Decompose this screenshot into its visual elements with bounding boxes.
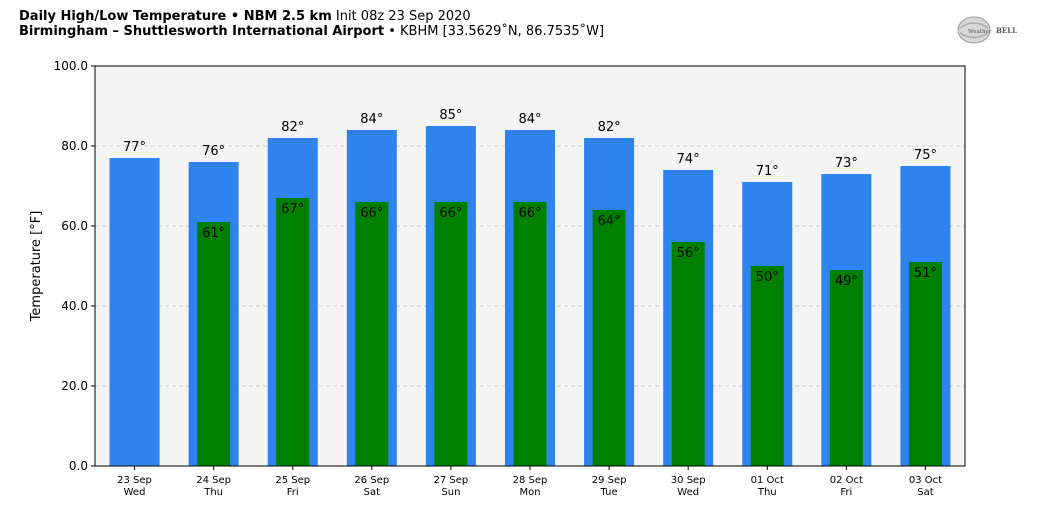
x-tick-date: 30 Sep	[671, 475, 706, 486]
x-tick-day: Sat	[364, 487, 380, 498]
low-temp-bar	[355, 202, 389, 466]
x-tick-day: Sat	[917, 487, 933, 498]
low-temp-bar	[671, 242, 705, 466]
high-temp-label: 71°	[756, 164, 779, 179]
x-tick-day: Fri	[287, 487, 299, 498]
high-temp-label: 74°	[677, 152, 700, 167]
x-tick-day: Fri	[840, 487, 852, 498]
high-temp-label: 84°	[360, 112, 383, 127]
chart-title: Daily High/Low Temperature • NBM 2.5 km	[19, 9, 332, 24]
chart-header: Daily High/Low Temperature • NBM 2.5 km …	[19, 9, 604, 39]
y-tick-label: 80.0	[61, 139, 88, 153]
init-time: Init 08z 23 Sep 2020	[335, 9, 471, 24]
weatherbell-logo: Weather BELL	[956, 14, 1018, 46]
bars	[109, 126, 951, 466]
low-temp-bar	[276, 198, 310, 466]
high-temp-label: 75°	[914, 148, 937, 163]
logo-text-weather: Weather	[968, 29, 992, 35]
low-temp-bar	[434, 202, 468, 466]
x-tick-day: Tue	[600, 487, 618, 498]
x-tick-date: 23 Sep	[117, 475, 152, 486]
low-temp-label: 67°	[281, 202, 304, 217]
low-temp-label: 61°	[202, 226, 225, 241]
high-temp-label: 77°	[123, 140, 146, 155]
low-temp-label: 66°	[439, 206, 462, 221]
x-tick-day: Wed	[677, 487, 699, 498]
low-temp-label: 51°	[914, 266, 937, 281]
high-temp-label: 85°	[439, 108, 462, 123]
x-tick-day: Thu	[757, 487, 777, 498]
low-temp-bar	[592, 210, 626, 466]
x-tick-date: 28 Sep	[513, 475, 548, 486]
high-temp-label: 84°	[518, 112, 541, 127]
low-temp-label: 56°	[677, 246, 700, 261]
y-tick-label: 20.0	[61, 379, 88, 393]
title-line-1: Daily High/Low Temperature • NBM 2.5 km …	[19, 9, 604, 24]
high-temp-label: 73°	[835, 156, 858, 171]
x-tick-date: 24 Sep	[196, 475, 231, 486]
high-temp-bar	[109, 158, 160, 466]
low-temp-bar	[197, 222, 231, 466]
low-temp-label: 66°	[360, 206, 383, 221]
logo-text-bell: BELL	[996, 26, 1017, 35]
high-temp-label: 76°	[202, 144, 225, 159]
y-axis: 0.0 20.0 40.0 60.0 80.0 100.0	[54, 59, 95, 473]
station-info: • KBHM [33.5629˚N, 86.7535˚W]	[388, 24, 605, 39]
low-temp-label: 64°	[598, 214, 621, 229]
weatherbell-logo-mark: Weather BELL	[957, 16, 1017, 44]
low-temp-bar	[829, 270, 863, 466]
x-tick-day: Mon	[519, 487, 540, 498]
x-tick-date: 26 Sep	[354, 475, 389, 486]
x-tick-date: 27 Sep	[434, 475, 469, 486]
high-temp-label: 82°	[598, 120, 621, 135]
y-tick-label: 100.0	[54, 59, 88, 73]
low-temp-label: 66°	[518, 206, 541, 221]
low-temp-label: 49°	[835, 274, 858, 289]
x-tick-day: Sun	[441, 487, 460, 498]
x-tick-date: 29 Sep	[592, 475, 627, 486]
low-temp-bar	[908, 262, 942, 466]
x-tick-date: 03 Oct	[909, 475, 942, 486]
y-tick-label: 60.0	[61, 219, 88, 233]
high-temp-label: 82°	[281, 120, 304, 135]
title-line-2: Birmingham – Shuttlesworth International…	[19, 24, 604, 39]
x-tick-day: Wed	[124, 487, 146, 498]
y-tick-label: 40.0	[61, 299, 88, 313]
y-axis-title: Temperature [°F]	[29, 211, 44, 323]
station-name: Birmingham – Shuttlesworth International…	[19, 24, 385, 39]
low-temp-label: 50°	[756, 270, 779, 285]
y-tick-label: 0.0	[69, 459, 88, 473]
low-temp-bar	[513, 202, 547, 466]
x-tick-day: Thu	[203, 487, 223, 498]
x-tick-date: 25 Sep	[275, 475, 310, 486]
x-tick-date: 01 Oct	[751, 475, 784, 486]
value-labels: 77° 76° 61° 82° 67° 84° 66° 85° 66° 84° 66° 82° 64° 7…	[123, 108, 937, 289]
low-temp-bar	[750, 266, 784, 466]
x-tick-date: 02 Oct	[830, 475, 863, 486]
